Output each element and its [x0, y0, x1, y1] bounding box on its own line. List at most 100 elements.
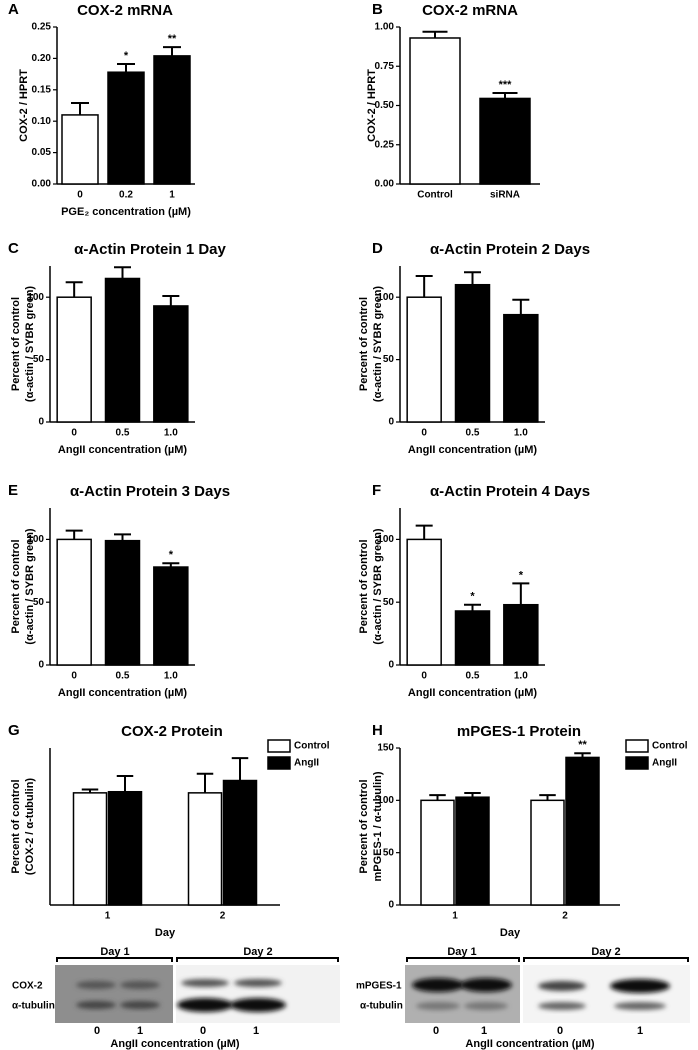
lane-label: 1 — [137, 1025, 143, 1037]
y-tick-label: 0 — [388, 417, 394, 428]
significance: * — [470, 591, 475, 603]
day-label: Day 1 — [447, 946, 476, 958]
significance: * — [519, 569, 524, 581]
y-tick-label: 0.15 — [32, 84, 52, 95]
band — [230, 998, 286, 1012]
bar — [153, 55, 191, 185]
panel-letter: D — [372, 240, 383, 257]
legend-swatch — [625, 739, 649, 753]
chart-title: α-Actin Protein 2 Days — [430, 241, 590, 258]
y-axis-label: Percent of control — [10, 779, 22, 873]
x-tick-label: 0.2 — [119, 190, 133, 201]
y-axis-label: (COX-2 / α-tubulin) — [24, 778, 36, 876]
y-tick-label: 0.05 — [32, 147, 52, 158]
panel-letter: E — [8, 482, 18, 499]
lane-label: 1 — [253, 1025, 259, 1037]
band — [120, 981, 160, 989]
y-tick-label: 100 — [27, 534, 44, 545]
x-axis-label: Day — [500, 927, 521, 939]
x-tick-label: 0 — [421, 671, 427, 682]
error-bar — [464, 271, 481, 285]
bar — [72, 792, 108, 906]
lane-label: 0 — [200, 1025, 206, 1037]
bar — [104, 539, 141, 666]
band — [181, 979, 229, 987]
chart-title: COX-2 mRNA — [77, 2, 173, 19]
blot-xlabel: AngII concentration (µM) — [110, 1038, 240, 1050]
y-tick-label: 150 — [377, 743, 394, 754]
error-bar — [65, 529, 83, 540]
band — [76, 1001, 116, 1009]
x-tick-label: 0 — [77, 190, 83, 201]
x-tick-label: 1.0 — [164, 671, 178, 682]
x-axis-label: Day — [155, 927, 176, 939]
blot-mpges1: Day 1 Day 2 mPGES-1 α-tubulin 0 1 0 1 An… — [356, 946, 690, 1050]
significance: ** — [578, 739, 587, 751]
y-tick-label: 0.25 — [375, 139, 395, 150]
band — [76, 981, 116, 989]
significance: * — [169, 549, 174, 561]
x-tick-label: 0 — [71, 671, 77, 682]
y-axis-label: (α-actin / SYBR green) — [24, 286, 36, 403]
blot-panel — [405, 965, 520, 1023]
bar — [153, 305, 189, 423]
legend-swatch — [267, 756, 291, 770]
y-axis-label: (α-actin / SYBR green) — [24, 528, 36, 645]
error-bar — [116, 775, 134, 792]
lane-label: 1 — [481, 1025, 487, 1037]
x-tick-label: siRNA — [490, 190, 520, 201]
band — [610, 979, 670, 993]
y-tick-label: 0 — [38, 417, 44, 428]
significance: ** — [168, 33, 177, 45]
y-tick-label: 0.75 — [375, 61, 395, 72]
significance: * — [124, 50, 129, 62]
bar — [454, 283, 491, 423]
lane-label: 0 — [433, 1025, 439, 1037]
y-axis-label: (α-actin / SYBR green) — [372, 286, 384, 403]
blot-cox2: Day 1 Day 2 COX-2 α-tubulin 0 1 0 1 AngI… — [12, 946, 340, 1050]
chart-title: mPGES-1 Protein — [457, 723, 581, 740]
error-bar — [117, 63, 135, 73]
lane-label: 0 — [557, 1025, 563, 1037]
y-tick-label: 1.00 — [375, 22, 395, 33]
bar — [530, 799, 565, 906]
error-bar — [415, 274, 433, 298]
x-tick-label: 1 — [452, 911, 458, 922]
x-tick-label: 0.5 — [466, 671, 480, 682]
error-bar — [231, 757, 249, 781]
bar — [406, 538, 442, 666]
error-bar — [415, 524, 433, 540]
y-tick-label: 0.50 — [375, 100, 395, 111]
y-tick-label: 50 — [383, 354, 395, 365]
y-axis-label: Percent of control — [358, 779, 370, 873]
y-tick-label: 0 — [38, 660, 44, 671]
legend-swatch — [267, 739, 291, 753]
y-axis-label: Percent of control — [10, 297, 22, 391]
legend-label: AngII — [652, 758, 677, 769]
day-label: Day 2 — [591, 946, 620, 958]
panel-letter: G — [8, 722, 20, 739]
chart-title: COX-2 Protein — [121, 723, 223, 740]
x-axis-label: PGE₂ concentration (µM) — [61, 206, 191, 218]
band — [234, 979, 282, 987]
lane-label: 0 — [94, 1025, 100, 1037]
band-label: α-tubulin — [12, 1001, 55, 1012]
panel-letter: H — [372, 722, 383, 739]
error-bar — [512, 582, 530, 605]
band — [412, 978, 464, 992]
bar — [107, 71, 145, 185]
legend-swatch — [625, 756, 649, 770]
lane-label: 1 — [637, 1025, 643, 1037]
y-tick-label: 100 — [377, 292, 394, 303]
bar — [61, 114, 99, 185]
bar — [455, 796, 490, 906]
day-bracket — [56, 957, 339, 962]
bar — [479, 97, 531, 185]
y-tick-label: 50 — [383, 597, 395, 608]
day-label: Day 2 — [243, 946, 272, 958]
bar — [503, 603, 539, 666]
band — [460, 978, 512, 992]
x-axis-label: AngII concentration (µM) — [58, 687, 188, 699]
y-axis-label: Percent of control — [10, 539, 22, 633]
error-bar — [163, 46, 181, 56]
